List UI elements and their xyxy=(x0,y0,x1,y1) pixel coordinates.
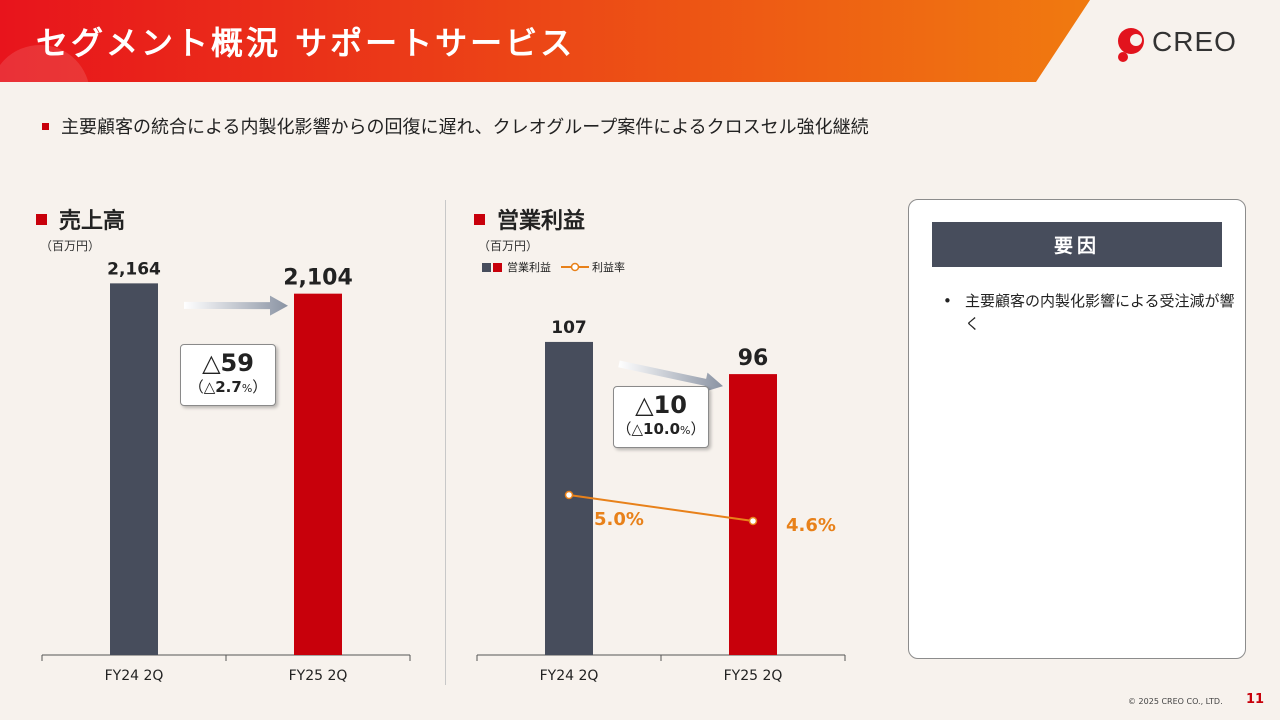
sales-unit: （百万円） xyxy=(40,239,101,253)
sales-category-label: FY24 2Q xyxy=(105,668,164,684)
bullet-square-icon xyxy=(474,213,485,225)
profit-bar-value-label: 96 xyxy=(738,346,769,371)
legend-label-profit: 営業利益 xyxy=(507,261,551,274)
sales-title-text: 売上高 xyxy=(59,209,126,234)
margin-value-label: 5.0% xyxy=(594,509,644,530)
profit-delta-percent: （△10.0%） xyxy=(616,420,706,438)
profit-delta-box: △10 （△10.0%） xyxy=(613,386,709,448)
sales-bar-value-label: 2,164 xyxy=(107,259,161,279)
legend-swatch-prev xyxy=(482,262,491,272)
factors-title: 要因 xyxy=(932,222,1222,267)
legend-label-margin: 利益率 xyxy=(592,261,625,274)
margin-point xyxy=(748,516,758,526)
copyright: © 2025 CREO CO., LTD. xyxy=(1128,697,1223,706)
summary-text: 主要顧客の統合による内製化影響からの回復に遅れ、クレオグループ案件によるクロスセ… xyxy=(61,117,869,138)
bullet-square-icon xyxy=(42,122,49,130)
page-number: 11 xyxy=(1246,692,1265,707)
profit-delta-value: △10 xyxy=(635,391,687,419)
margin-value-label: 4.6% xyxy=(786,515,836,536)
sales-bar-fy24-2q xyxy=(110,283,158,655)
profit-title-text: 営業利益 xyxy=(497,209,586,234)
sales-delta-value: △59 xyxy=(202,349,254,377)
margin-point xyxy=(564,490,574,500)
factor-item: • 主要顧客の内製化影響による受注減が響く xyxy=(943,290,1245,336)
profit-bar-fy25-2q xyxy=(729,374,777,655)
profit-bar-value-label: 107 xyxy=(551,318,587,338)
bullet-square-icon xyxy=(36,213,47,225)
bullet-dot-icon: • xyxy=(943,292,952,310)
profit-category-label: FY25 2Q xyxy=(724,668,783,684)
sales-delta-percent: （△2.7%） xyxy=(188,378,268,396)
legend-line-marker-icon xyxy=(561,262,589,272)
legend-swatch-curr xyxy=(493,262,502,272)
profit-legend: 営業利益 利益率 xyxy=(482,259,625,275)
summary-line: 主要顧客の統合による内製化影響からの回復に遅れ、クレオグループ案件によるクロスセ… xyxy=(42,113,869,139)
creo-logo-icon xyxy=(1118,28,1144,62)
chart-divider xyxy=(445,200,446,685)
factor-text: 主要顧客の内製化影響による受注減が響く xyxy=(965,292,1235,333)
banner-background xyxy=(0,0,1090,82)
sales-section-title: 売上高 xyxy=(36,203,125,235)
sales-bar-value-label: 2,104 xyxy=(283,266,353,291)
profit-trend-arrow xyxy=(618,360,723,393)
factors-panel: 要因 • 主要顧客の内製化影響による受注減が響く xyxy=(908,199,1246,659)
sales-category-label: FY25 2Q xyxy=(289,668,348,684)
creo-logo: CREO xyxy=(1114,22,1244,66)
margin-line xyxy=(568,494,754,522)
header-banner: セグメント概況 サポートサービス CREO xyxy=(0,0,1280,82)
profit-section-title: 営業利益 xyxy=(474,203,585,235)
sales-delta-box: △59 （△2.7%） xyxy=(180,344,276,406)
page-title: セグメント概況 サポートサービス xyxy=(36,24,576,62)
logo-text: CREO xyxy=(1152,26,1237,57)
profit-unit: （百万円） xyxy=(478,239,539,253)
profit-category-label: FY24 2Q xyxy=(540,668,599,684)
sales-trend-arrow xyxy=(184,295,288,316)
sales-bar-fy25-2q xyxy=(294,293,342,655)
